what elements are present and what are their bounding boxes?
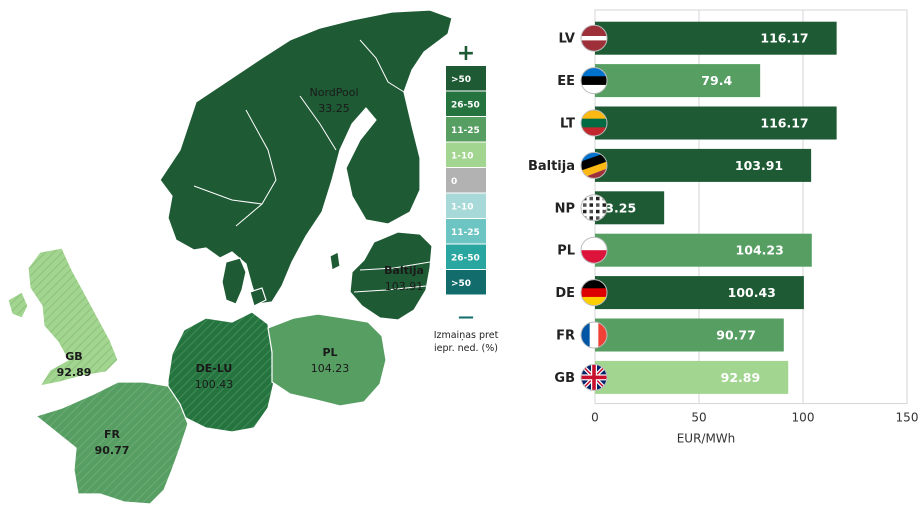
lt-flag-icon [580, 109, 608, 137]
x-tick-label: 0 [591, 411, 599, 425]
map-label-nordpool-name: NordPool [309, 86, 358, 99]
legend-plus-sign: + [457, 41, 475, 66]
category-label-lt: LT [560, 117, 575, 132]
nordic-borders [193, 39, 405, 227]
value-label-de: 100.43 [728, 285, 776, 300]
legend-box-7 [446, 244, 486, 269]
map-label-baltija-value: 103.91 [385, 280, 424, 293]
category-label-np: NP [555, 201, 575, 216]
legend-box-5 [446, 193, 486, 218]
legend-item-4: 0 [451, 177, 457, 187]
value-label-lv: 116.17 [760, 31, 808, 46]
fr-region [34, 381, 189, 505]
category-label-de: DE [555, 286, 575, 301]
gb-flag-icon [580, 363, 608, 391]
map-label-fr-name: FR [104, 428, 121, 441]
value-label-gb: 92.89 [721, 370, 761, 385]
value-label-lt: 116.17 [760, 116, 808, 131]
baltic-region [349, 231, 433, 321]
category-label-lv: LV [558, 32, 575, 47]
bar-baltija [595, 148, 812, 182]
baltic-borders [353, 261, 431, 293]
legend-item-8: >50 [451, 279, 471, 289]
bar-gb [595, 360, 789, 394]
category-label-ee: EE [557, 74, 575, 89]
bar-de [595, 276, 804, 310]
map-label-fr-value: 90.77 [95, 444, 130, 457]
legend-box-2 [446, 117, 486, 142]
map-label-gb-value: 92.89 [57, 366, 92, 379]
legend-box-8 [446, 270, 486, 295]
bar-lt [595, 106, 837, 140]
value-label-fr: 90.77 [716, 328, 756, 343]
map-label-pl-value: 104.23 [311, 362, 350, 375]
legend-item-3: 1-10 [451, 151, 474, 161]
legend-note-line2: iepr. ned. (%) [434, 343, 498, 354]
nordpool-region [159, 9, 453, 305]
legend-box-0 [446, 66, 486, 91]
x-tick-label: 50 [691, 411, 706, 425]
category-label-baltija: Baltija [528, 159, 575, 174]
legend-item-2: 11-25 [451, 126, 480, 136]
legend-box-3 [446, 142, 486, 167]
pl-region [267, 313, 387, 407]
np-flag-icon [580, 194, 608, 222]
ireland-region [7, 291, 29, 319]
legend-item-0: >50 [451, 75, 471, 85]
legend-item-6: 11-25 [451, 228, 480, 238]
legend-minus-sign: — [458, 307, 474, 326]
lv-flag-icon [580, 24, 608, 52]
bar-lv [595, 21, 837, 55]
map-label-pl-name: PL [322, 346, 337, 359]
map-label-de-lu-name: DE-LU [196, 362, 233, 375]
baltic-flag-icon [580, 151, 608, 179]
pl-flag-icon [580, 236, 608, 264]
value-label-pl: 104.23 [736, 243, 784, 258]
legend-item-1: 26-50 [451, 100, 480, 110]
fr-flag-icon [580, 321, 608, 349]
value-label-baltija: 103.91 [735, 158, 783, 173]
category-label-pl: PL [557, 244, 575, 259]
map-label-gb-name: GB [65, 350, 82, 363]
legend-box-6 [446, 219, 486, 244]
gotland-region [329, 251, 341, 271]
map-label-baltija-name: Baltija [384, 264, 424, 277]
map-label-nordpool-value: 33.25 [318, 102, 350, 115]
gb-region [27, 247, 119, 387]
bar-pl [595, 233, 812, 267]
x-tick-label: 150 [896, 411, 918, 425]
category-label-gb: GB [554, 371, 575, 386]
category-label-fr: FR [556, 329, 575, 344]
map-label-de-lu-value: 100.43 [195, 378, 234, 391]
x-tick-label: 100 [792, 411, 815, 425]
denmark-region [221, 257, 247, 305]
x-axis-label: EUR/MWh [677, 432, 736, 446]
legend-box-1 [446, 91, 486, 116]
legend-box-4 [446, 168, 486, 193]
bar-fr [595, 318, 784, 352]
legend-item-7: 26-50 [451, 253, 480, 263]
de-flag-icon [580, 279, 608, 307]
change-legend: + — Izmaiņas pret iepr. ned. (%) >50 26-5… [434, 41, 499, 354]
value-label-ee: 79.4 [701, 73, 732, 88]
legend-item-5: 1-10 [451, 202, 474, 212]
legend-note-line1: Izmaiņas pret [434, 330, 499, 341]
bar-ee [595, 64, 761, 98]
ee-flag-icon [580, 67, 608, 95]
zealand-region [249, 287, 267, 307]
